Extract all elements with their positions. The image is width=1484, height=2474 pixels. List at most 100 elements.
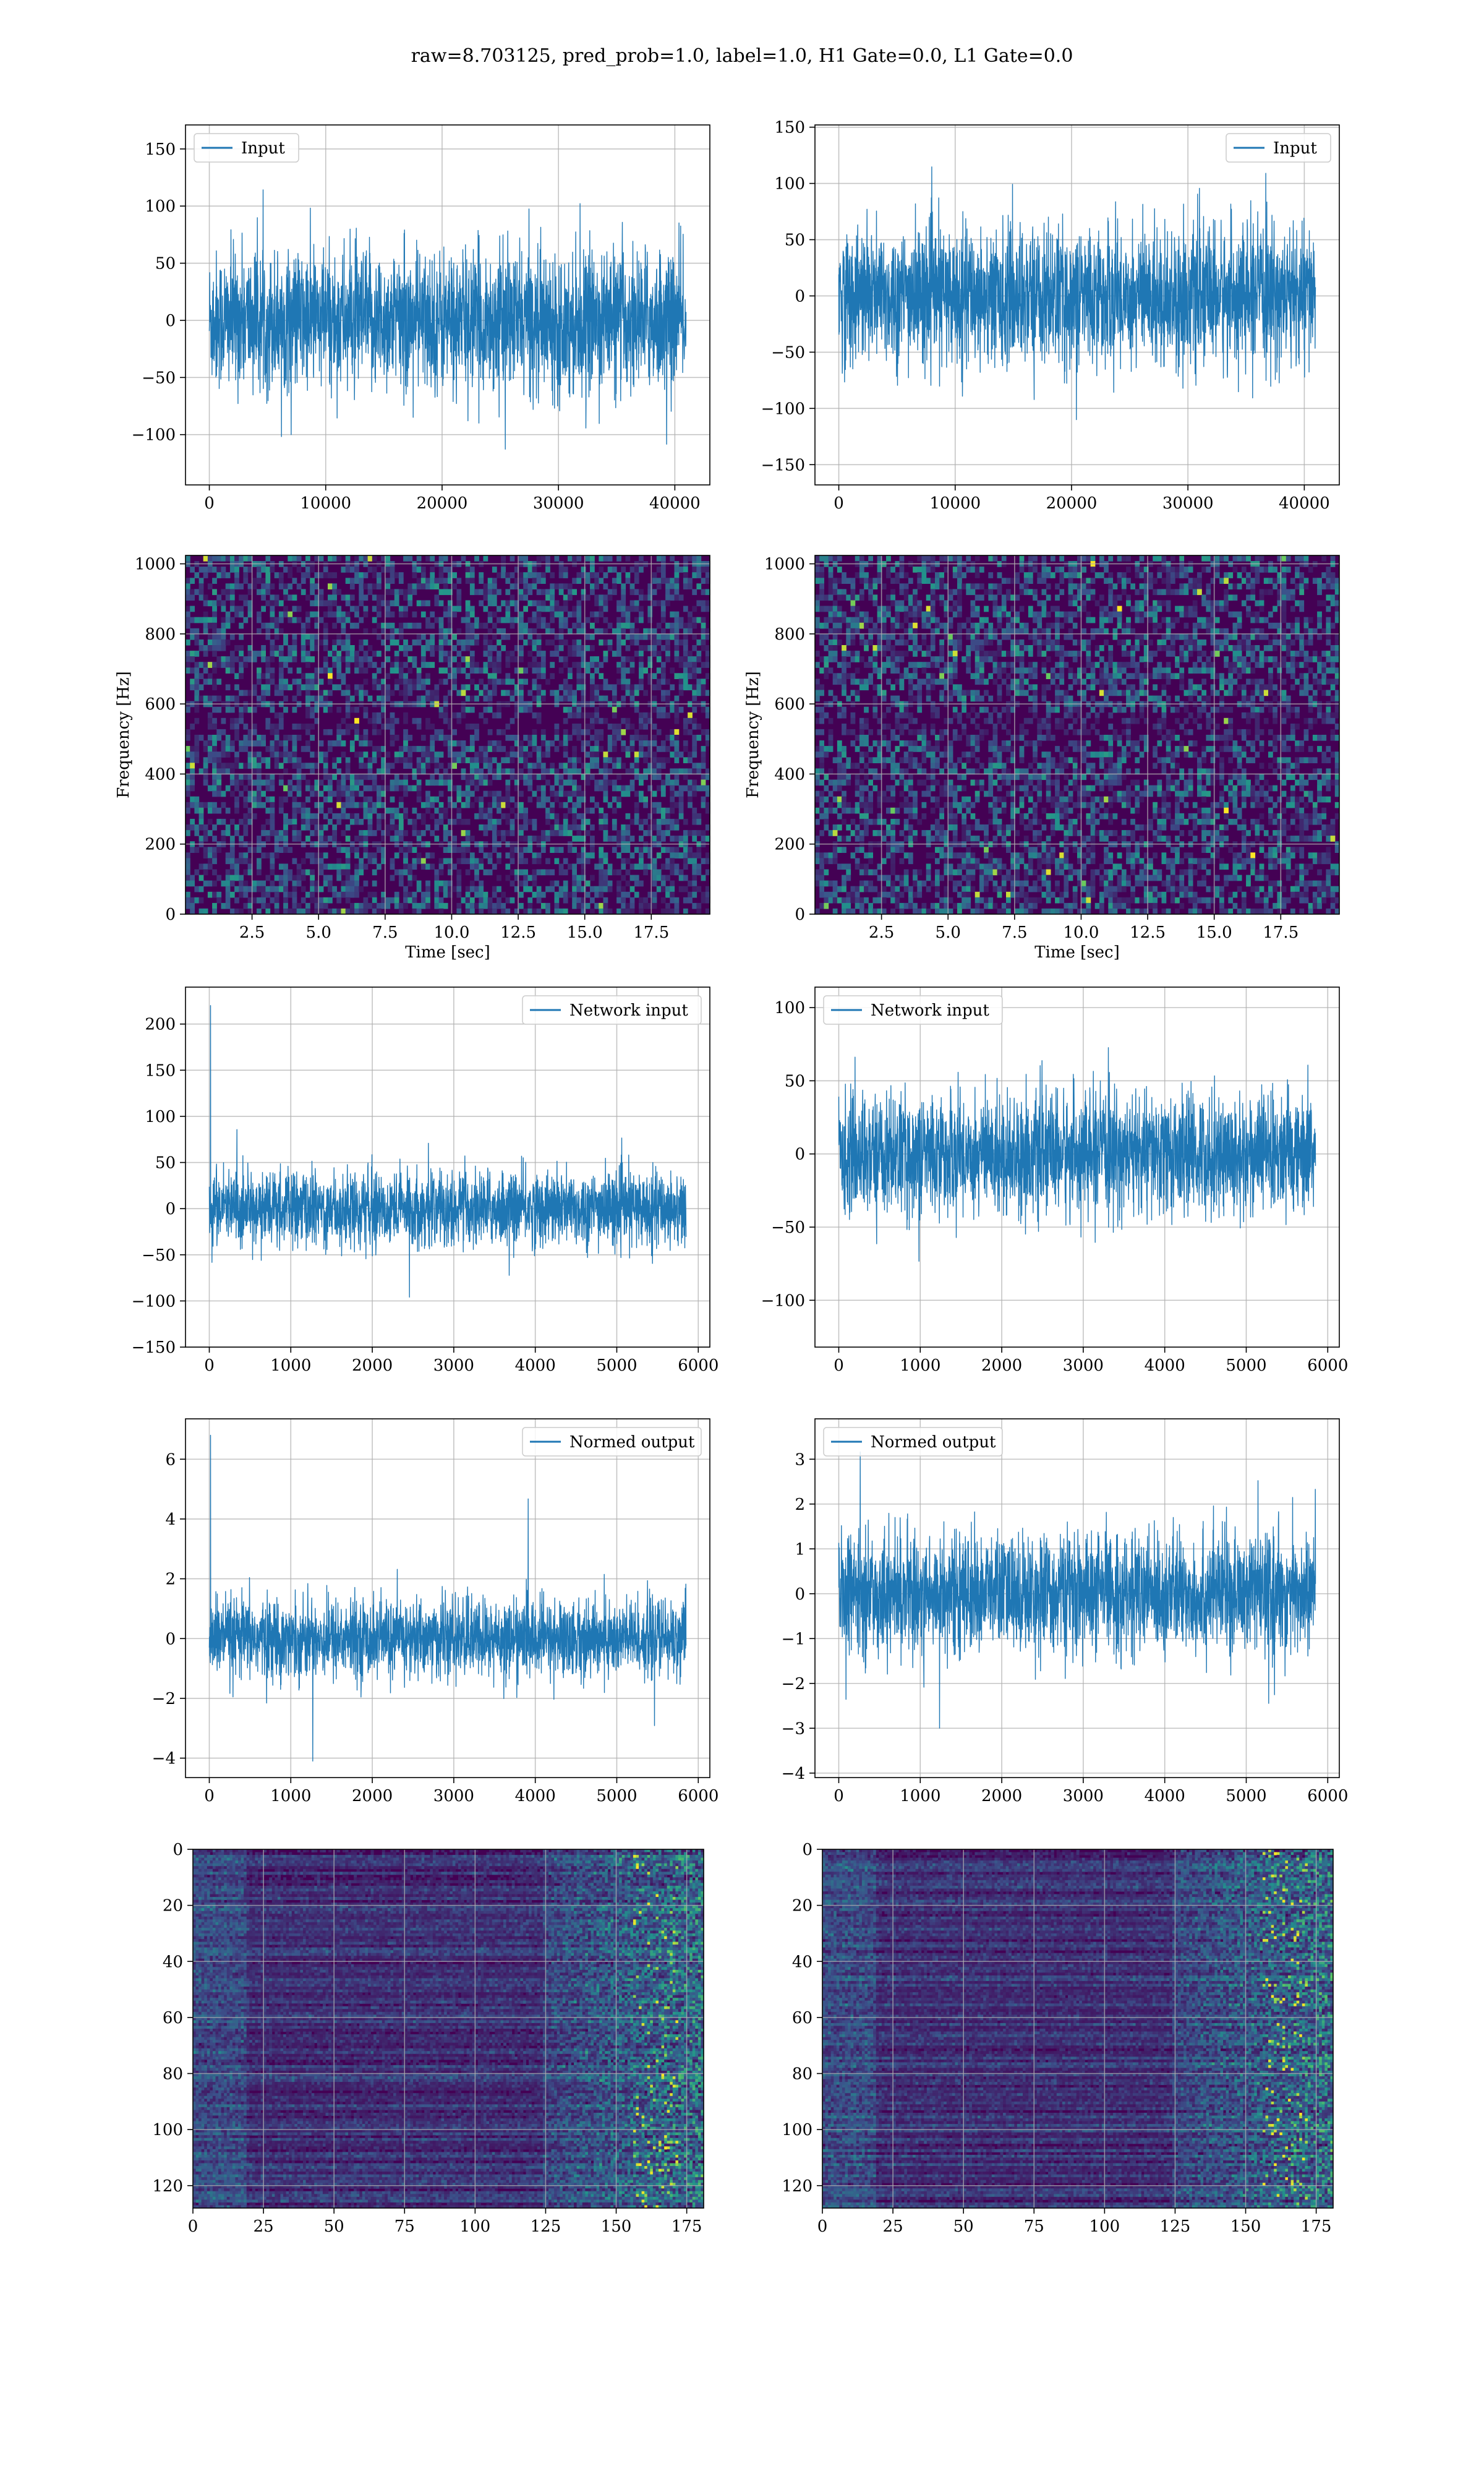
feature-map-l1-xtick-label-6: 150 bbox=[1230, 2217, 1261, 2236]
feature-map-h1-panel: 0 25 50 75 100 125 150 175 0 20 40 60 80 100 120 bbox=[152, 1841, 704, 2236]
spectrogram-h1-ylabel: Frequency [Hz] bbox=[114, 671, 133, 798]
input-l1-ytick-label-0: −150 bbox=[761, 456, 805, 474]
feature-map-l1-xtick-label-7: 175 bbox=[1301, 2217, 1332, 2236]
network-input-h1-xtick-label-3: 3000 bbox=[433, 1356, 474, 1375]
feature-map-h1-xtick-label-3: 75 bbox=[394, 2217, 415, 2236]
feature-map-l1-panel: 0 25 50 75 100 125 150 175 0 20 40 60 80 100 120 bbox=[782, 1841, 1334, 2236]
spectrogram-l1-xtick-label-4: 12.5 bbox=[1130, 923, 1166, 942]
spectrogram-h1-ytick-label-2: 400 bbox=[145, 765, 176, 784]
feature-map-l1-ytick-label-1: 20 bbox=[792, 1897, 812, 1915]
feature-map-h1-xtick-label-1: 25 bbox=[254, 2217, 274, 2236]
network-input-l1-xtick-label-5: 5000 bbox=[1226, 1356, 1266, 1375]
feature-map-h1-ytick-label-0: 0 bbox=[173, 1841, 183, 1859]
input-l1-xtick-label-3: 30000 bbox=[1162, 494, 1214, 513]
feature-map-l1-xtick-label-2: 50 bbox=[953, 2217, 974, 2236]
input-h1-xtick-label-0: 0 bbox=[204, 494, 215, 513]
input-l1-ytick-label-2: −50 bbox=[771, 343, 805, 362]
spectrogram-l1-ytick-label-5: 1000 bbox=[764, 555, 805, 574]
network-input-h1-ytick-label-6: 150 bbox=[145, 1061, 176, 1080]
normed-output-h1-ytick-label-1: −2 bbox=[152, 1690, 176, 1708]
feature-map-h1-ytick-label-3: 60 bbox=[163, 2009, 183, 2027]
network-input-h1-xtick-label-2: 2000 bbox=[352, 1356, 393, 1375]
feature-map-h1-xtick-label-6: 150 bbox=[601, 2217, 632, 2236]
spectrogram-l1-panel: 2.5 5.0 7.5 10.0 12.5 15.0 17.5 0 200 400 600 800 10… bbox=[744, 555, 1340, 962]
network-input-l1-frame bbox=[814, 987, 1340, 1348]
normed-output-l1-legend-label: Normed output bbox=[871, 1433, 996, 1452]
normed-output-l1-ytick-label-6: 2 bbox=[795, 1496, 805, 1514]
spectrogram-l1-xtick-label-3: 10.0 bbox=[1064, 923, 1099, 942]
network-input-l1-ytick-label-1: −50 bbox=[771, 1218, 805, 1237]
normed-output-h1-xtick-label-1: 1000 bbox=[270, 1787, 311, 1805]
normed-output-h1-legend: Normed output bbox=[522, 1427, 702, 1457]
network-input-h1-ytick-label-2: −50 bbox=[142, 1246, 176, 1265]
feature-map-l1-xtick-label-3: 75 bbox=[1024, 2217, 1044, 2236]
network-input-l1-xtick-label-4: 4000 bbox=[1145, 1356, 1185, 1375]
figure-title: raw=8.703125, pred_prob=1.0, label=1.0, … bbox=[411, 45, 1073, 67]
normed-output-h1-xtick-label-3: 3000 bbox=[433, 1787, 474, 1805]
normed-output-l1-ytick-label-1: −3 bbox=[782, 1719, 805, 1738]
spectrogram-h1-heatmap-cells bbox=[186, 555, 710, 915]
spectrogram-h1-ytick-label-5: 1000 bbox=[135, 555, 176, 574]
normed-output-l1-xtick-label-3: 3000 bbox=[1063, 1787, 1104, 1805]
spectrogram-l1-xtick-label-1: 5.0 bbox=[936, 923, 961, 942]
feature-map-h1-ytick-label-5: 100 bbox=[152, 2121, 183, 2139]
spectrogram-l1-frame bbox=[814, 555, 1340, 915]
network-input-l1-ytick-label-2: 0 bbox=[795, 1145, 805, 1164]
spectrogram-l1-xtick-label-2: 7.5 bbox=[1002, 923, 1027, 942]
normed-output-l1-legend: Normed output bbox=[823, 1427, 1003, 1457]
normed-output-l1-xtick-label-6: 6000 bbox=[1307, 1787, 1348, 1805]
feature-map-l1-ytick-label-4: 80 bbox=[792, 2065, 812, 2084]
network-input-l1-ytick-label-3: 50 bbox=[785, 1072, 805, 1090]
input-h1-ytick-label-3: 50 bbox=[155, 255, 176, 273]
normed-output-h1-series-line bbox=[208, 1434, 687, 1762]
input-l1-ytick-label-6: 150 bbox=[774, 119, 805, 137]
feature-map-l1-ytick-label-3: 60 bbox=[792, 2009, 812, 2027]
network-input-h1-xtick-label-1: 1000 bbox=[270, 1356, 311, 1375]
feature-map-h1-xtick-label-0: 0 bbox=[188, 2217, 198, 2236]
spectrogram-l1-ytick-label-0: 0 bbox=[795, 905, 805, 924]
input-l1-xtick-label-1: 10000 bbox=[929, 494, 981, 513]
feature-map-h1-xtick-label-2: 50 bbox=[324, 2217, 344, 2236]
feature-map-h1-ytick-label-1: 20 bbox=[163, 1897, 183, 1915]
feature-map-l1-frame bbox=[822, 1849, 1334, 2209]
network-input-l1-ytick-label-4: 100 bbox=[774, 999, 805, 1017]
spectrogram-h1-xtick-label-0: 2.5 bbox=[239, 923, 265, 942]
input-h1-ytick-label-2: 0 bbox=[165, 312, 176, 330]
network-input-l1-xtick-label-6: 6000 bbox=[1307, 1356, 1348, 1375]
feature-map-h1-xtick-label-7: 175 bbox=[672, 2217, 702, 2236]
normed-output-h1-ytick-label-4: 4 bbox=[165, 1510, 176, 1529]
network-input-l1-legend-label: Network input bbox=[871, 1001, 989, 1020]
network-input-h1-ytick-label-0: −150 bbox=[132, 1338, 176, 1357]
feature-map-h1-xtick-label-5: 125 bbox=[531, 2217, 561, 2236]
input-l1-xtick-label-4: 40000 bbox=[1279, 494, 1330, 513]
spectrogram-l1-ytick-label-2: 400 bbox=[774, 765, 805, 784]
spectrogram-h1-xtick-label-3: 10.0 bbox=[434, 923, 470, 942]
input-h1-xtick-label-1: 10000 bbox=[300, 494, 351, 513]
feature-map-l1-ytick-label-6: 120 bbox=[782, 2177, 812, 2196]
network-input-h1-ytick-label-5: 100 bbox=[145, 1108, 176, 1126]
normed-output-h1-xtick-label-4: 4000 bbox=[515, 1787, 556, 1805]
normed-output-l1-ytick-label-7: 3 bbox=[795, 1450, 805, 1469]
spectrogram-h1-ytick-label-3: 600 bbox=[145, 695, 176, 714]
input-l1-legend: Input bbox=[1226, 133, 1331, 163]
normed-output-h1-legend-label: Normed output bbox=[569, 1433, 695, 1452]
input-l1-series-line bbox=[838, 166, 1316, 421]
network-input-h1-frame bbox=[185, 987, 710, 1348]
normed-output-l1-ytick-label-3: −1 bbox=[782, 1630, 805, 1648]
spectrogram-h1-xtick-label-1: 5.0 bbox=[306, 923, 331, 942]
normed-output-l1-panel: Normed output 0 1000 2000 3000 4000 5000 6000 −4… bbox=[782, 1418, 1348, 1805]
network-input-l1-xtick-label-0: 0 bbox=[834, 1356, 844, 1375]
network-input-h1-ytick-label-4: 50 bbox=[155, 1154, 176, 1173]
normed-output-h1-ytick-label-5: 6 bbox=[165, 1450, 176, 1469]
network-input-l1-xtick-label-1: 1000 bbox=[900, 1356, 940, 1375]
input-l1-ytick-label-5: 100 bbox=[774, 175, 805, 194]
normed-output-l1-xtick-label-1: 1000 bbox=[900, 1787, 940, 1805]
network-input-h1-legend-label: Network input bbox=[569, 1001, 688, 1020]
network-input-l1-series-line bbox=[838, 1047, 1316, 1262]
input-h1-ytick-label-4: 100 bbox=[145, 197, 176, 216]
input-l1-xtick-label-2: 20000 bbox=[1046, 494, 1098, 513]
normed-output-l1-ytick-label-5: 1 bbox=[795, 1540, 805, 1559]
